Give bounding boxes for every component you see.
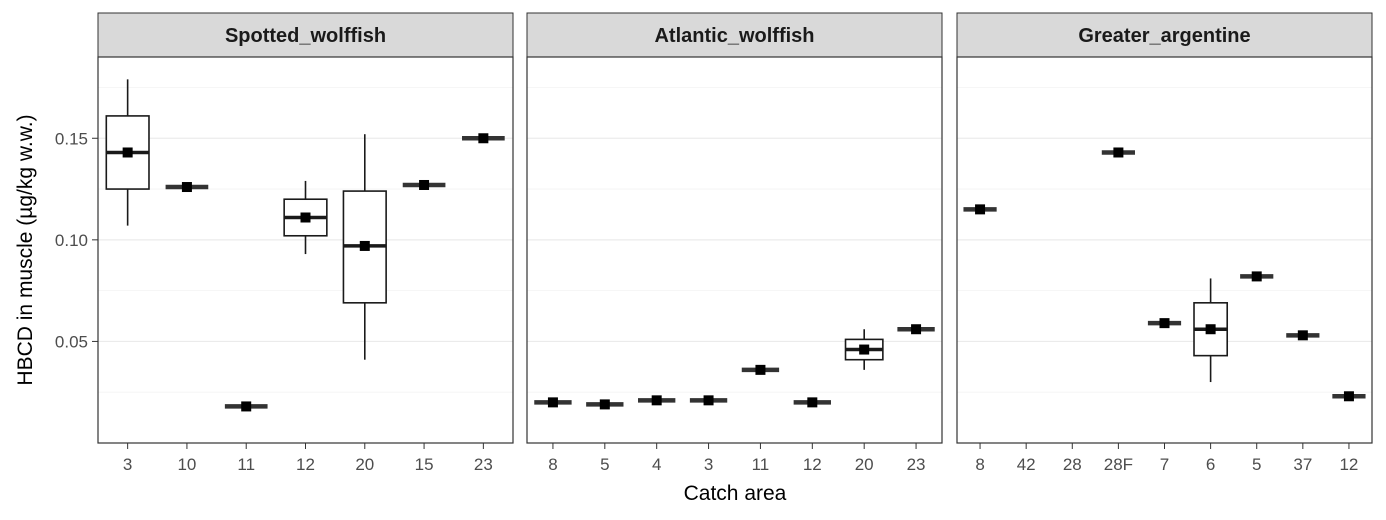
plot-background — [957, 57, 1372, 443]
box-3 — [689, 395, 728, 406]
y-tick-label: 0.15 — [55, 129, 88, 148]
box-15 — [402, 179, 446, 190]
x-tick-label: 8 — [975, 455, 984, 474]
x-tick-label: 12 — [1339, 455, 1358, 474]
x-tick-label: 7 — [1160, 455, 1169, 474]
mean-marker — [755, 364, 766, 375]
box-5 — [586, 399, 624, 410]
mean-marker — [359, 240, 370, 251]
box-12 — [793, 397, 831, 408]
facet-panel-atlantic-wolffish: Atlantic_wolffish 8 5 4 3 11 12 20 23 — [526, 12, 943, 474]
mean-marker — [181, 182, 192, 193]
box-8 — [963, 204, 997, 215]
box-12 — [1332, 391, 1366, 402]
mean-marker — [859, 344, 870, 355]
box-10 — [165, 182, 209, 193]
x-axis-title: Catch area — [684, 482, 787, 505]
mean-marker — [300, 212, 311, 223]
x-tick-label: 12 — [296, 455, 315, 474]
x-tick-label: 10 — [177, 455, 196, 474]
x-tick-label: 23 — [474, 455, 493, 474]
x-tick-label: 20 — [855, 455, 874, 474]
box-11 — [224, 401, 268, 412]
x-tick-label: 37 — [1293, 455, 1312, 474]
mean-marker — [1159, 318, 1170, 329]
box-23 — [462, 133, 505, 144]
x-tick-label: 3 — [704, 455, 713, 474]
x-tick-label: 11 — [237, 455, 255, 474]
box-6 — [1193, 278, 1229, 383]
mean-marker — [1113, 147, 1124, 158]
x-tick-label: 42 — [1017, 455, 1036, 474]
x-tick-label: 28 — [1063, 455, 1082, 474]
x-tick-label: 6 — [1206, 455, 1215, 474]
y-tick-label: 0.10 — [55, 231, 88, 250]
box-28F — [1101, 147, 1135, 158]
facet-title: Spotted_wolffish — [225, 25, 386, 47]
x-tick-label: 4 — [652, 455, 661, 474]
mean-marker — [547, 397, 558, 408]
mean-marker — [651, 395, 662, 406]
mean-marker — [122, 147, 133, 158]
panel-border — [956, 56, 1373, 444]
y-axis-title: HBCD in muscle (µg/kg w.w.) — [14, 114, 37, 385]
x-tick-label: 8 — [548, 455, 557, 474]
mean-marker — [478, 133, 489, 144]
x-tick-label: 12 — [803, 455, 822, 474]
mean-marker — [419, 179, 430, 190]
mean-marker — [703, 395, 714, 406]
facet-panel-spotted-wolffish: Spotted_wolffish 3 10 11 12 20 15 23 — [97, 12, 514, 474]
mean-marker — [1251, 271, 1262, 282]
y-tick-label: 0.05 — [55, 332, 88, 351]
box-3 — [105, 79, 150, 226]
panel-border — [526, 56, 943, 444]
box-4 — [638, 395, 676, 406]
x-tick-label: 5 — [600, 455, 609, 474]
x-tick-label: 5 — [1252, 455, 1261, 474]
box-12 — [283, 180, 328, 255]
box-7 — [1147, 318, 1182, 329]
mean-marker — [599, 399, 610, 410]
facet-strip — [956, 12, 1373, 58]
box-11 — [741, 364, 780, 375]
facet-strip — [526, 12, 943, 58]
box-20 — [844, 329, 884, 370]
mean-marker — [1343, 391, 1354, 402]
facet-panel-greater-argentine: Greater_argentine 8 42 28 28F 7 6 5 37 12 — [956, 12, 1373, 474]
facet-strip — [97, 12, 514, 58]
mean-marker — [911, 324, 922, 335]
box-8 — [534, 397, 572, 408]
x-tick-label: 3 — [123, 455, 132, 474]
box-5 — [1240, 271, 1274, 282]
mean-marker — [807, 397, 818, 408]
mean-marker — [975, 204, 986, 215]
x-tick-label: 20 — [355, 455, 374, 474]
mean-marker — [241, 401, 252, 412]
facet-title: Greater_argentine — [1078, 25, 1250, 47]
box-37 — [1286, 330, 1320, 341]
mean-marker — [1297, 330, 1308, 341]
x-tick-label: 23 — [907, 455, 926, 474]
box-23 — [897, 324, 935, 335]
facet-title: Atlantic_wolffish — [654, 25, 814, 47]
plot-background — [527, 57, 942, 443]
x-tick-label: 15 — [415, 455, 434, 474]
x-tick-label: 11 — [752, 455, 770, 474]
box-20 — [342, 134, 387, 360]
x-tick-label: 28F — [1104, 455, 1133, 474]
panel-border — [97, 56, 514, 444]
mean-marker — [1205, 324, 1216, 335]
y-axis: 0.05 0.10 0.15 — [55, 129, 98, 351]
